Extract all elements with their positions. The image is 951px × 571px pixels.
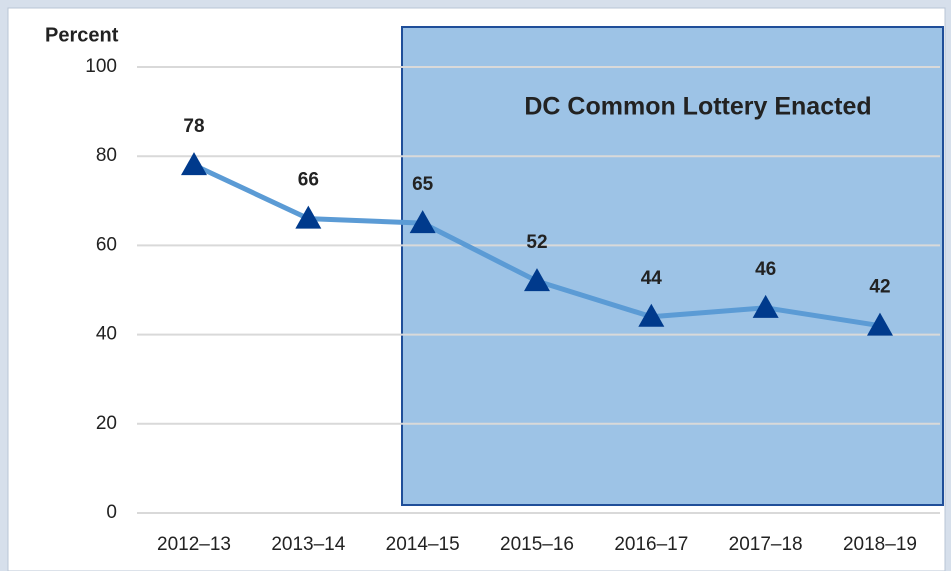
- y-axis-label: Percent: [45, 24, 119, 46]
- marker: [752, 294, 779, 318]
- data-label: 78: [183, 116, 204, 137]
- data-label: 46: [755, 259, 776, 280]
- marker: [409, 210, 436, 234]
- data-label: 66: [298, 170, 319, 191]
- shaded-period: [401, 26, 944, 506]
- y-tick-label: 100: [85, 56, 117, 77]
- marker: [638, 303, 665, 327]
- annotation: DC Common Lottery Enacted: [524, 93, 871, 121]
- y-tick-label: 0: [106, 502, 117, 523]
- x-tick-label: 2014–15: [386, 534, 460, 555]
- y-tick-label: 40: [96, 324, 117, 345]
- x-tick-label: 2013–14: [271, 534, 345, 555]
- y-tick-label: 60: [96, 234, 117, 255]
- x-tick-label: 2012–13: [157, 534, 231, 555]
- data-label: 52: [526, 232, 547, 253]
- x-tick-label: 2018–19: [843, 534, 917, 555]
- marker: [866, 312, 893, 336]
- marker: [181, 152, 207, 176]
- y-tick-label: 20: [96, 413, 117, 434]
- data-label: 42: [869, 277, 890, 298]
- data-label: 65: [412, 174, 434, 195]
- data-label: 44: [641, 268, 663, 289]
- marker: [295, 205, 322, 229]
- marker: [523, 268, 550, 292]
- x-tick-label: 2015–16: [500, 534, 574, 555]
- x-tick-label: 2016–17: [614, 534, 688, 555]
- y-tick-label: 80: [96, 145, 117, 166]
- x-tick-label: 2017–18: [729, 534, 803, 555]
